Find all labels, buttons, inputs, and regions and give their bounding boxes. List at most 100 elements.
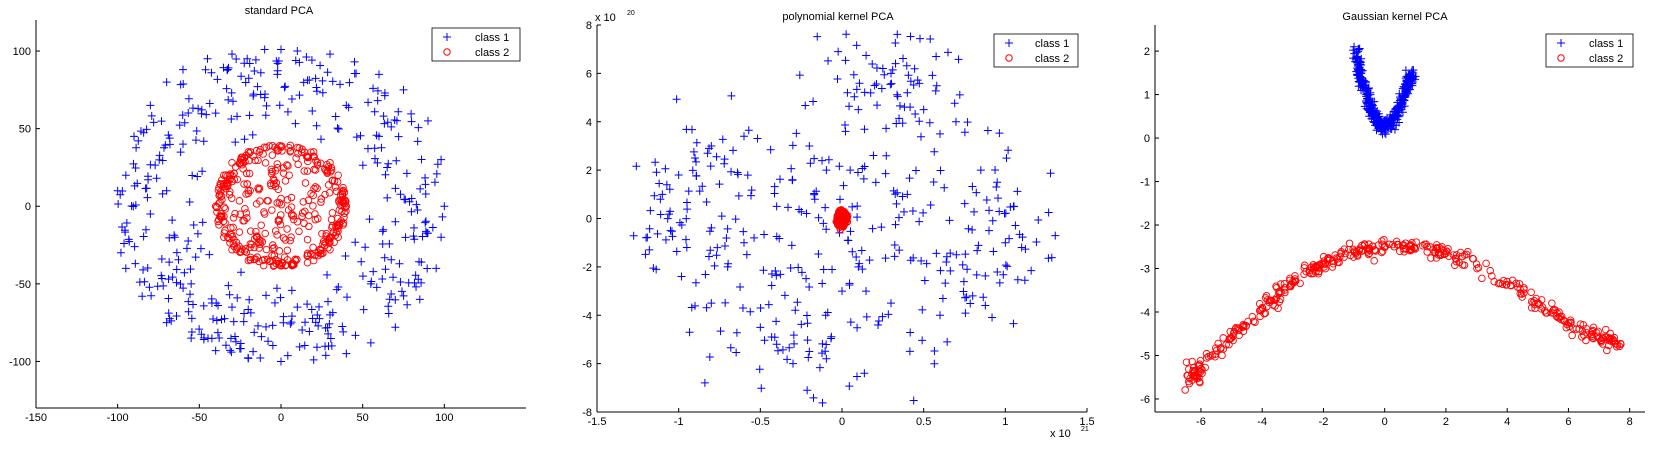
x-tick-label: 100	[435, 412, 453, 424]
point-class1	[853, 168, 862, 177]
point-class1	[720, 155, 729, 164]
point-class1	[179, 140, 187, 149]
point-class1	[818, 279, 827, 288]
point-class1	[886, 80, 895, 89]
point-class1	[227, 115, 236, 124]
point-class1	[433, 160, 442, 169]
point-class1	[1384, 123, 1393, 132]
point-class1	[1352, 67, 1361, 76]
point-class1	[689, 147, 698, 156]
point-class1	[315, 302, 324, 311]
point-class1	[207, 334, 216, 343]
point-class2	[1249, 317, 1258, 326]
point-class1	[887, 79, 896, 88]
point-class1	[815, 363, 824, 372]
point-class1	[423, 229, 432, 238]
point-class1	[784, 203, 793, 212]
point-class1	[413, 137, 422, 146]
point-class1	[387, 290, 396, 299]
point-class1	[742, 250, 751, 259]
point-class1	[385, 295, 394, 304]
point-class1	[860, 369, 869, 378]
point-class1	[993, 267, 1002, 276]
point-class1	[663, 214, 672, 223]
point-class1	[387, 255, 396, 264]
point-class1	[248, 130, 257, 139]
point-class2	[1418, 241, 1427, 250]
point-class1	[366, 338, 375, 347]
point-class2	[230, 242, 238, 251]
point-class1	[818, 398, 827, 407]
point-class2	[1442, 247, 1451, 256]
point-class1	[682, 243, 691, 252]
point-class1	[232, 55, 241, 64]
point-class1	[199, 301, 208, 310]
point-class1	[1047, 253, 1056, 262]
point-class1	[311, 74, 320, 83]
point-class2	[227, 194, 236, 203]
point-class1	[743, 171, 752, 180]
point-class1	[852, 85, 861, 94]
point-class1	[961, 309, 970, 318]
point-class1	[1387, 114, 1396, 123]
point-class1	[766, 145, 775, 154]
point-class1	[231, 337, 240, 346]
point-class1	[195, 325, 204, 334]
point-class2	[273, 145, 281, 153]
title: standard PCA	[245, 5, 314, 17]
point-class2	[284, 162, 292, 170]
point-class1	[797, 268, 806, 277]
point-class1	[850, 92, 859, 101]
point-class1	[674, 170, 683, 179]
point-class2	[294, 160, 302, 169]
point-class2	[334, 227, 342, 235]
point-class1	[394, 132, 403, 141]
point-class1	[963, 118, 972, 127]
point-class2	[257, 221, 265, 229]
plot-area: -6 -4 -2 0 2 4 6 8 -6 -5 -4 -3 -2 -1 0 1 2	[1140, 25, 1645, 428]
point-class2	[328, 222, 337, 230]
point-class1	[184, 109, 193, 118]
point-class1	[866, 88, 875, 97]
legend-marker-class1	[1005, 39, 1013, 47]
point-class2	[313, 161, 322, 169]
point-class1	[1367, 103, 1376, 112]
point-class1	[143, 193, 152, 202]
point-class2	[303, 152, 312, 161]
point-class2	[310, 185, 318, 193]
point-class1	[307, 56, 316, 65]
point-class1	[906, 77, 915, 86]
point-class2	[331, 183, 340, 191]
point-class2	[220, 203, 228, 211]
point-class1	[249, 347, 258, 356]
point-class1	[153, 282, 162, 291]
point-class2	[284, 206, 293, 214]
point-class1	[926, 201, 935, 210]
point-class2	[1219, 345, 1228, 353]
point-class1	[207, 68, 216, 77]
point-class1	[729, 146, 738, 155]
point-class1	[1044, 208, 1053, 217]
point-class2	[1183, 371, 1192, 380]
point-class1	[893, 92, 902, 101]
point-class1	[706, 246, 715, 255]
point-class1	[440, 202, 449, 211]
point-class2	[246, 227, 255, 235]
point-class1	[899, 207, 908, 216]
point-class1	[226, 346, 235, 355]
point-class2	[289, 261, 297, 269]
point-class1	[846, 318, 855, 327]
point-class1	[653, 229, 662, 238]
point-class1	[666, 226, 675, 235]
point-class1	[1366, 88, 1375, 97]
subplot-standard-pca: standard PCA -150 -100 -50 0 50 100 -100 -50 0 50…	[9, 5, 526, 424]
point-class1	[416, 184, 425, 193]
point-class1	[141, 225, 150, 234]
point-class1	[940, 183, 949, 192]
point-class1	[1009, 202, 1018, 211]
point-class1	[929, 178, 938, 187]
legend-marker-class1	[1557, 39, 1565, 47]
point-class1	[893, 30, 902, 39]
point-class1	[261, 90, 270, 99]
point-class1	[995, 278, 1004, 287]
